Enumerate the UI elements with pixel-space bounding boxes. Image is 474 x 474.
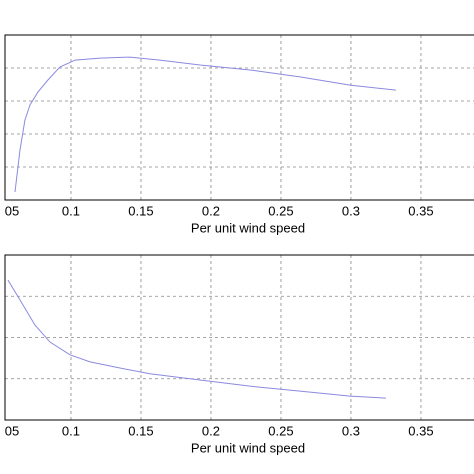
line-series — [14, 56, 396, 193]
x-tick-label: 0.15 — [128, 203, 153, 218]
x-tick-label: 0.25 — [268, 203, 293, 218]
x-tick-label: 0.35 — [408, 423, 433, 438]
x-tick-label: 0.25 — [268, 423, 293, 438]
x-tick-label: 0.35 — [408, 203, 433, 218]
x-tick-label: 0.2 — [202, 423, 220, 438]
plot-frame — [4, 34, 474, 201]
line-series — [7, 279, 386, 399]
plot-frame — [4, 254, 474, 421]
x-tick-label: 0.3 — [342, 423, 360, 438]
x-tick-label: 0.3 — [342, 203, 360, 218]
x-tick-label: 0.1 — [62, 423, 80, 438]
x-tick-label: 0.1 — [62, 203, 80, 218]
x-axis-label: Per unit wind speed — [191, 220, 305, 235]
x-tick-label: 0.2 — [202, 203, 220, 218]
x-axis-label: Per unit wind speed — [191, 440, 305, 455]
x-tick-label: 0.15 — [128, 423, 153, 438]
x-tick-label: 05 — [5, 423, 19, 438]
x-tick-label: 05 — [5, 203, 19, 218]
